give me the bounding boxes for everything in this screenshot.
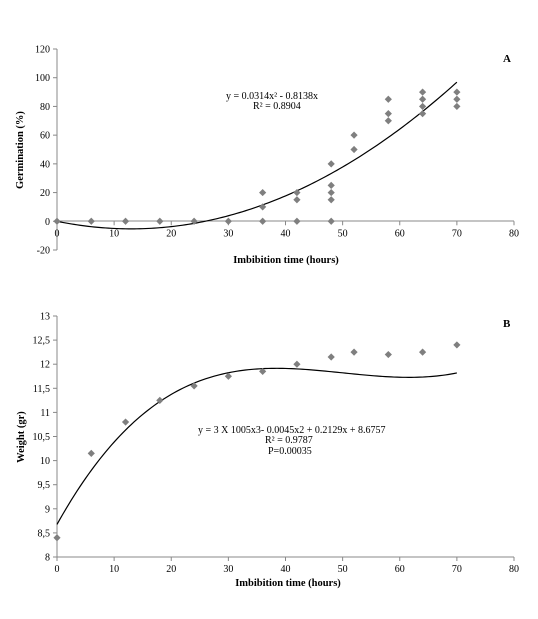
data-point <box>293 196 301 204</box>
y-tick-label: 11,5 <box>33 384 50 395</box>
data-point <box>327 188 335 197</box>
r-squared-label: R² = 0.8904 <box>253 101 301 112</box>
x-tick-label: 10 <box>109 228 119 239</box>
chart-panel-a: 0 10 20 30 40 50 60 70 80 -20 0 20 40 60 80 100 120 A y … <box>15 45 519 267</box>
data-point <box>156 217 164 225</box>
data-point <box>53 534 61 542</box>
data-point <box>419 95 427 103</box>
data-point <box>224 217 232 225</box>
data-point <box>419 110 427 118</box>
x-tick-label: 20 <box>166 228 176 239</box>
data-point <box>327 353 335 361</box>
y-tick-label: 10 <box>40 456 50 467</box>
x-tick-label: 70 <box>452 228 462 239</box>
data-point <box>384 110 392 118</box>
trendline <box>56 81 458 230</box>
x-tick-label: 60 <box>395 564 405 575</box>
data-point <box>453 341 461 349</box>
data-point <box>259 203 267 211</box>
x-tick-label: 50 <box>338 228 348 239</box>
data-point <box>190 217 198 225</box>
data-point <box>121 217 130 225</box>
y-tick-label: 13 <box>40 312 50 323</box>
y-tick-label: 8,5 <box>38 528 51 539</box>
data-point <box>453 88 461 96</box>
data-point <box>384 350 392 359</box>
data-point <box>190 382 198 390</box>
y-axis-label: Weight (gr) <box>16 411 27 463</box>
data-point <box>384 117 392 125</box>
y-tick-label: 11 <box>40 408 50 419</box>
data-point <box>259 188 267 197</box>
data-point <box>350 145 358 154</box>
panel-label: A <box>503 53 511 65</box>
data-point <box>419 348 427 356</box>
x-axis-label: Imbibition time (hours) <box>235 578 341 589</box>
data-point <box>259 217 267 225</box>
data-point <box>419 88 427 96</box>
data-point <box>350 131 358 139</box>
x-tick-label: 60 <box>395 228 405 239</box>
x-tick-label: 30 <box>223 228 233 239</box>
x-tick-label: 80 <box>509 564 519 575</box>
y-tick-label: 100 <box>35 73 50 84</box>
data-point <box>350 348 358 356</box>
data-point <box>259 367 267 376</box>
y-tick-label: 60 <box>40 131 50 142</box>
data-point <box>327 217 335 225</box>
y-axis-label: Germination (%) <box>15 111 26 189</box>
data-point <box>53 217 61 225</box>
y-tick-label: 80 <box>40 102 50 113</box>
x-tick-label: 30 <box>223 564 233 575</box>
data-point <box>453 95 461 103</box>
y-tick-label: 12,5 <box>33 336 51 347</box>
r-squared-label: R² = 0.9787 <box>265 435 313 446</box>
x-tick-label: 40 <box>281 564 291 575</box>
x-tick-label: 70 <box>452 564 462 575</box>
x-tick-label: 10 <box>109 564 119 575</box>
data-point <box>293 188 301 197</box>
data-point <box>327 160 335 168</box>
data-point <box>384 95 392 103</box>
p-value-label: P=0.00035 <box>268 446 312 457</box>
data-point <box>293 360 301 368</box>
data-point <box>327 196 335 204</box>
x-tick-label: 80 <box>509 228 519 239</box>
data-point <box>419 102 427 111</box>
trendline-equation: y = 0.0314x² - 0.8138x <box>226 91 318 102</box>
y-tick-label: 9,5 <box>38 480 51 491</box>
y-tick-label: 12 <box>40 360 50 371</box>
x-tick-label: 40 <box>281 228 291 239</box>
y-tick-label: 40 <box>40 159 50 170</box>
trendline-equation: y = 3 X 1005x3- 0.0045x2 + 0.2129x + 8.6… <box>198 425 385 436</box>
panel-label: B <box>503 318 511 330</box>
data-point <box>87 217 95 225</box>
data-point <box>121 418 130 426</box>
trendline <box>56 367 457 525</box>
chart-panel-b: 0 10 20 30 40 50 60 70 80 8 8,5 9 9,5 10 10,5 11 11,5 12 1… <box>16 312 519 590</box>
data-point <box>293 217 301 225</box>
x-tick-label: 50 <box>338 564 348 575</box>
x-tick-label: 20 <box>166 564 176 575</box>
data-point <box>327 181 335 189</box>
y-tick-label: 9 <box>45 504 50 515</box>
x-tick-label: 0 <box>55 564 60 575</box>
data-point <box>87 449 95 457</box>
data-point <box>156 396 164 404</box>
y-tick-label: 10,5 <box>33 432 51 443</box>
x-axis-label: Imbibition time (hours) <box>233 255 339 266</box>
y-tick-label: -20 <box>37 246 50 257</box>
y-tick-label: 0 <box>45 217 50 228</box>
y-tick-label: 20 <box>40 188 50 199</box>
x-tick-label: 0 <box>55 228 60 239</box>
data-point <box>224 372 232 380</box>
y-tick-label: 8 <box>45 553 50 564</box>
y-tick-label: 120 <box>35 45 50 56</box>
data-point <box>453 102 461 111</box>
